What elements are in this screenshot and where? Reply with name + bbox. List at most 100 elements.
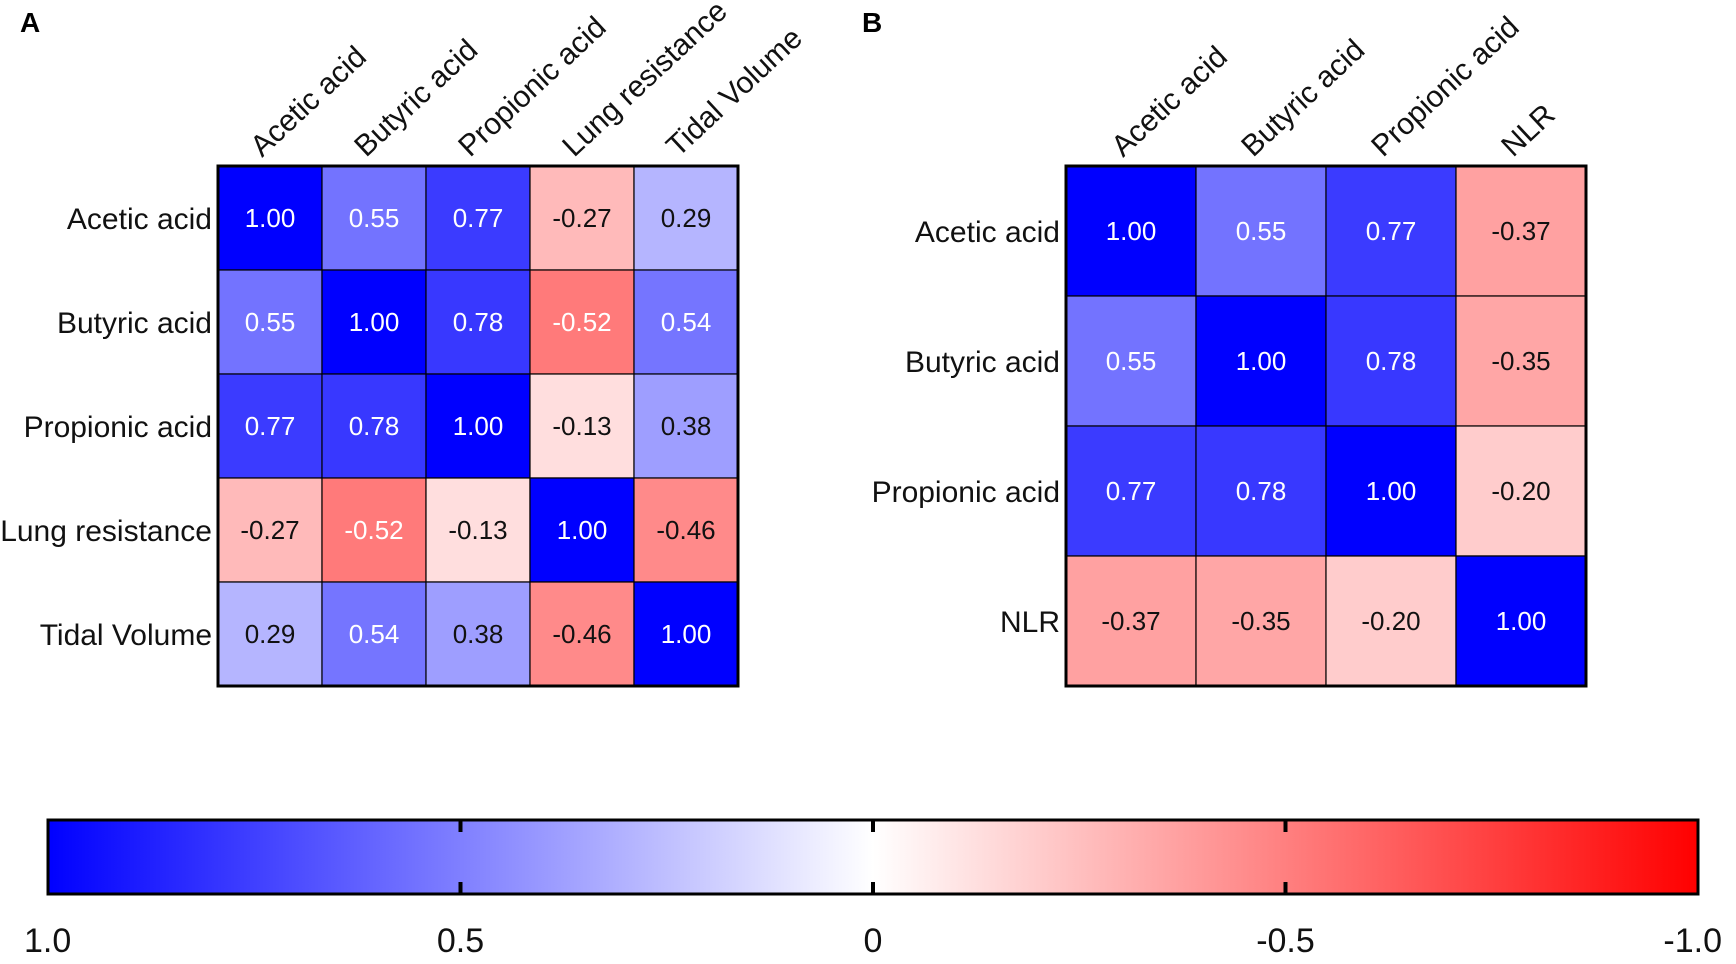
cell-value-b-2-2: 1.00 — [1366, 476, 1417, 506]
cell-value-a-4-0: 0.29 — [245, 619, 296, 649]
cell-a-2-3 — [529, 373, 635, 479]
heatmap-a: 1.00 0.55 0.77 -0.27 0.29 0.55 1.00 0.78 -0.52 0.… — [0, 0, 809, 688]
cell-value-b-0-3: -0.37 — [1491, 216, 1550, 246]
cell-value-a-1-0: 0.55 — [245, 307, 296, 337]
cell-value-b-1-1: 1.00 — [1236, 346, 1287, 376]
col-label-b-nlr: NLR — [1495, 98, 1561, 163]
colorbar-tick-label-1: 0.5 — [437, 922, 484, 960]
colorbar: 1.0 0.5 0 -0.5 -1.0 — [24, 818, 1722, 960]
cell-b-2-0 — [1065, 425, 1197, 557]
cell-a-1-4 — [633, 269, 739, 375]
cell-b-0-3 — [1455, 165, 1587, 297]
colorbar-ticks: 1.0 0.5 0 -0.5 -1.0 — [24, 820, 1722, 960]
cell-a-4-0 — [217, 581, 323, 687]
cell-a-4-4 — [633, 581, 739, 687]
colorbar-tick-label-3: -0.5 — [1256, 922, 1315, 960]
colorbar-tick-label-4: -1.0 — [1663, 922, 1722, 960]
cell-value-a-2-3: -0.13 — [552, 411, 611, 441]
row-label-b-acetic-acid: Acetic acid — [915, 216, 1060, 249]
cell-value-b-3-0: -0.37 — [1101, 606, 1160, 636]
cell-a-3-4 — [633, 477, 739, 583]
cell-a-0-1 — [321, 165, 427, 271]
cell-value-a-3-1: -0.52 — [344, 515, 403, 545]
cell-value-b-1-2: 0.78 — [1366, 346, 1417, 376]
cell-b-0-2 — [1325, 165, 1457, 297]
cell-a-1-2 — [425, 269, 531, 375]
cell-b-1-0 — [1065, 295, 1197, 427]
cell-b-3-2 — [1325, 555, 1457, 687]
cell-value-b-3-1: -0.35 — [1231, 606, 1290, 636]
cell-a-3-3 — [529, 477, 635, 583]
cell-value-a-2-0: 0.77 — [245, 411, 296, 441]
panel-letter-a: A — [20, 7, 40, 38]
cell-a-1-0 — [217, 269, 323, 375]
cell-a-3-2 — [425, 477, 531, 583]
row-label-a-butyric-acid: Butyric acid — [57, 307, 212, 340]
cell-value-a-2-1: 0.78 — [349, 411, 400, 441]
colorbar-tick-label-0: 1.0 — [24, 922, 71, 960]
col-label-b-acetic-acid: Acetic acid — [1105, 40, 1234, 163]
cell-value-a-2-2: 1.00 — [453, 411, 504, 441]
cell-value-b-2-1: 0.78 — [1236, 476, 1287, 506]
cell-a-0-0 — [217, 165, 323, 271]
cell-value-a-1-2: 0.78 — [453, 307, 504, 337]
cell-value-a-0-4: 0.29 — [661, 203, 712, 233]
heatmap-border-b — [1064, 164, 1588, 688]
panel-letter-b: B — [862, 7, 882, 38]
heatmap-b: 1.00 0.55 0.77 -0.37 0.55 1.00 0.78 -0.35 0.77 0.… — [872, 10, 1588, 688]
cell-a-3-1 — [321, 477, 427, 583]
cell-b-3-1 — [1195, 555, 1327, 687]
heatmap-border-a — [216, 164, 740, 688]
cell-b-2-2 — [1325, 425, 1457, 557]
cell-value-a-1-4: 0.54 — [661, 307, 712, 337]
cell-value-a-1-3: -0.52 — [552, 307, 611, 337]
row-label-a-tidal-volume: Tidal Volume — [40, 619, 212, 652]
cell-value-a-0-1: 0.55 — [349, 203, 400, 233]
cell-value-a-4-1: 0.54 — [349, 619, 400, 649]
col-label-b-butyric-acid: Butyric acid — [1235, 33, 1371, 163]
cell-a-2-2 — [425, 373, 531, 479]
row-label-a-propionic-acid: Propionic acid — [24, 411, 212, 444]
cell-value-a-3-0: -0.27 — [240, 515, 299, 545]
cell-value-a-1-1: 1.00 — [349, 307, 400, 337]
cell-value-a-4-2: 0.38 — [453, 619, 504, 649]
row-label-b-nlr: NLR — [1000, 606, 1060, 639]
cell-a-4-2 — [425, 581, 531, 687]
row-label-b-butyric-acid: Butyric acid — [905, 346, 1060, 379]
cell-b-3-3 — [1455, 555, 1587, 687]
cell-b-1-1 — [1195, 295, 1327, 427]
cell-value-a-3-2: -0.13 — [448, 515, 507, 545]
cell-value-b-0-0: 1.00 — [1106, 216, 1157, 246]
cell-value-b-0-2: 0.77 — [1366, 216, 1417, 246]
cell-value-b-2-0: 0.77 — [1106, 476, 1157, 506]
cell-b-0-0 — [1065, 165, 1197, 297]
cell-value-b-1-3: -0.35 — [1491, 346, 1550, 376]
row-label-a-acetic-acid: Acetic acid — [67, 203, 212, 236]
cell-value-b-2-3: -0.20 — [1491, 476, 1550, 506]
cell-value-a-4-4: 1.00 — [661, 619, 712, 649]
row-label-a-lung-resistance: Lung resistance — [0, 515, 212, 548]
cell-value-b-3-2: -0.20 — [1361, 606, 1420, 636]
cell-value-a-0-0: 1.00 — [245, 203, 296, 233]
cell-b-2-3 — [1455, 425, 1587, 557]
cell-a-2-4 — [633, 373, 739, 479]
cell-value-a-0-2: 0.77 — [453, 203, 504, 233]
cell-a-0-4 — [633, 165, 739, 271]
cell-value-b-1-0: 0.55 — [1106, 346, 1157, 376]
colorbar-tick-label-2: 0 — [864, 922, 883, 960]
cell-b-2-1 — [1195, 425, 1327, 557]
cell-value-b-3-3: 1.00 — [1496, 606, 1547, 636]
cell-b-1-2 — [1325, 295, 1457, 427]
cell-a-0-3 — [529, 165, 635, 271]
cell-value-a-0-3: -0.27 — [552, 203, 611, 233]
row-label-b-propionic-acid: Propionic acid — [872, 476, 1060, 509]
cell-value-a-3-3: 1.00 — [557, 515, 608, 545]
cell-a-2-1 — [321, 373, 427, 479]
cell-a-4-1 — [321, 581, 427, 687]
cell-value-a-4-3: -0.46 — [552, 619, 611, 649]
cell-b-3-0 — [1065, 555, 1197, 687]
cell-value-b-0-1: 0.55 — [1236, 216, 1287, 246]
cell-value-a-2-4: 0.38 — [661, 411, 712, 441]
cell-value-a-3-4: -0.46 — [656, 515, 715, 545]
